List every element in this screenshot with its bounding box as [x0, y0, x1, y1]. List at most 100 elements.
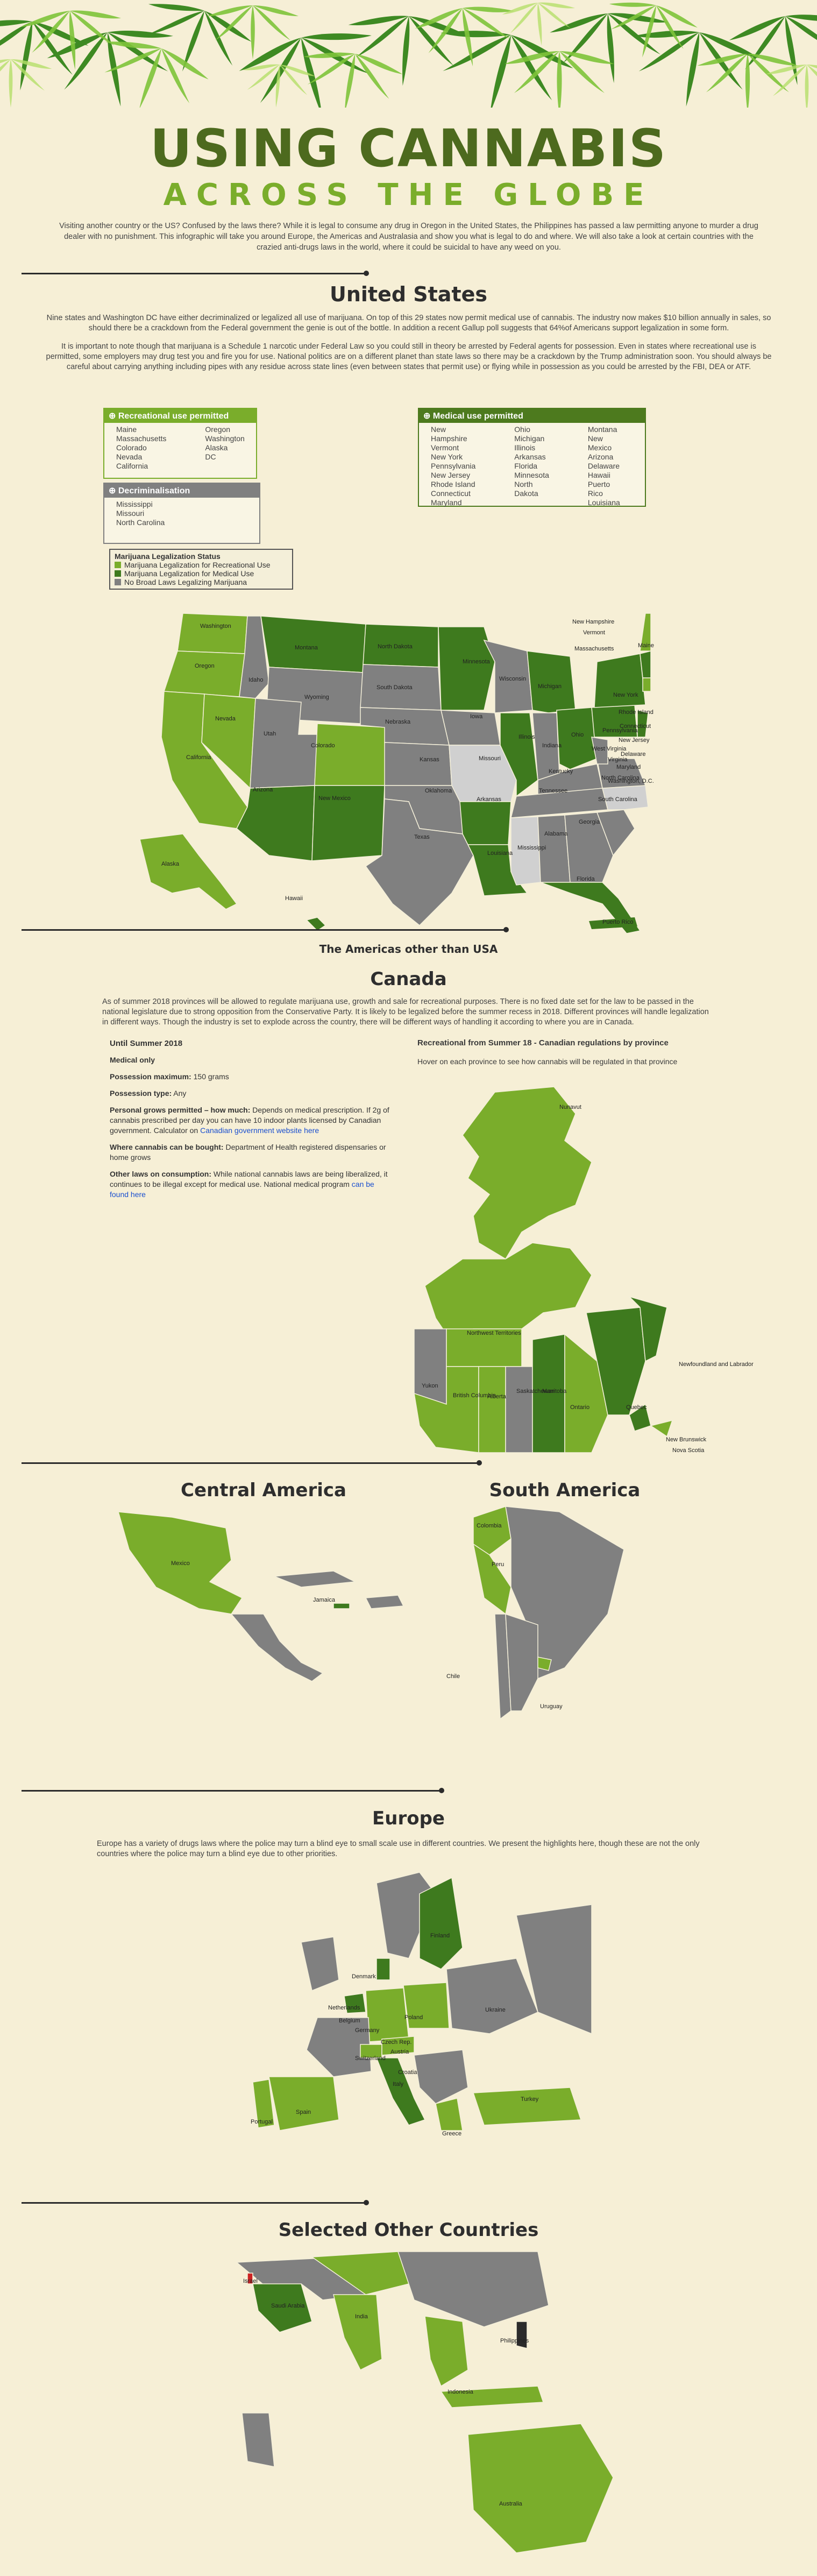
state-oregon[interactable]	[163, 650, 245, 697]
country-central-america[interactable]	[230, 1613, 324, 1682]
canada-medical-program-link[interactable]: can be found here	[110, 1180, 374, 1199]
state-texas[interactable]	[365, 798, 474, 926]
country-austria[interactable]	[381, 2036, 415, 2056]
map-label-switzerland: Switzerland	[355, 2055, 386, 2062]
province-ontario[interactable]	[564, 1333, 608, 1453]
state-list-item: New Mexico	[587, 434, 612, 452]
country-hispaniola[interactable]	[365, 1595, 404, 1609]
state-florida[interactable]	[540, 882, 641, 934]
state-hawaii[interactable]	[306, 917, 326, 931]
country-poland[interactable]	[403, 1982, 450, 2029]
state-list-item: New York	[431, 452, 463, 461]
state-washington[interactable]	[177, 613, 248, 654]
country-india[interactable]	[333, 2294, 382, 2371]
decrim-box: ⊕ Decriminalisation Mississippi Missouri N…	[103, 483, 260, 544]
south-america-map[interactable]	[473, 1506, 635, 1722]
country-peru[interactable]	[473, 1544, 511, 1615]
country-portugal[interactable]	[252, 2079, 275, 2128]
province-saskatchewan[interactable]	[505, 1366, 533, 1453]
asia-australia-map[interactable]	[237, 2252, 624, 2564]
us-title: United States	[329, 282, 488, 306]
state-michigan[interactable]	[527, 650, 576, 713]
canada-calculator-link[interactable]: Canadian government website here	[200, 1126, 319, 1135]
state-list-item: North Dakota	[514, 480, 538, 498]
canada-map[interactable]	[414, 1081, 705, 1458]
country-uruguay[interactable]	[537, 1657, 552, 1671]
state-new-york[interactable]	[594, 653, 646, 708]
state-list-item: Massachusetts	[116, 434, 167, 443]
label: Possession type:	[110, 1089, 172, 1098]
value: Any	[173, 1089, 187, 1098]
country-uk[interactable]	[301, 1936, 339, 1992]
province-nunavut[interactable]	[424, 1242, 592, 1335]
country-saudi-arabia[interactable]	[252, 2283, 312, 2333]
map-label-vermont: Vermont	[583, 629, 605, 636]
country-indonesia[interactable]	[440, 2386, 544, 2408]
state-alaska[interactable]	[140, 833, 238, 910]
country-france[interactable]	[306, 2017, 372, 2077]
country-argentina[interactable]	[505, 1613, 538, 1711]
province-newfoundland[interactable]	[628, 1296, 667, 1362]
state-maine[interactable]	[640, 613, 651, 652]
country-belarus-ukraine[interactable]	[446, 1958, 538, 2034]
state-georgia[interactable]	[564, 812, 614, 883]
value: Depends on medical prescription. If 2g o…	[110, 1106, 389, 1135]
country-china[interactable]	[397, 2252, 549, 2327]
country-denmark[interactable]	[376, 1958, 390, 1980]
state-list-item: Louisiana	[587, 498, 620, 507]
region-africa[interactable]	[241, 2412, 275, 2467]
state-new-jersey[interactable]	[637, 710, 649, 738]
country-southeast-asia[interactable]	[424, 2316, 468, 2387]
country-russia[interactable]	[516, 1904, 592, 2034]
state-kansas[interactable]	[384, 742, 452, 786]
map-label-new-mexico: New Mexico	[318, 795, 351, 802]
state-minnesota[interactable]	[438, 626, 495, 711]
country-australia[interactable]	[467, 2423, 614, 2553]
legend-item: Marijuana Legalization for Recreational …	[115, 561, 288, 569]
state-vermont-nh[interactable]	[640, 650, 651, 678]
map-label-north-carolina: North Carolina	[601, 775, 640, 781]
country-cuba[interactable]	[274, 1570, 357, 1588]
state-wisconsin[interactable]	[483, 639, 533, 713]
europe-map[interactable]	[237, 1872, 592, 2174]
state-ohio[interactable]	[556, 707, 598, 770]
country-balkans[interactable]	[414, 2049, 468, 2104]
state-kentucky[interactable]	[537, 763, 603, 797]
country-italy[interactable]	[375, 2057, 426, 2126]
country-greece[interactable]	[435, 2098, 463, 2131]
country-jamaica[interactable]	[333, 1603, 350, 1609]
map-label-illinois: Illinois	[518, 734, 535, 740]
province-nunavut-islands[interactable]	[462, 1086, 592, 1260]
country-philippines[interactable]	[516, 2321, 528, 2349]
state-list-item: Florida	[514, 462, 538, 470]
country-colombia[interactable]	[473, 1506, 511, 1555]
country-netherlands[interactable]	[344, 1993, 366, 2014]
country-germany[interactable]	[365, 1987, 409, 2042]
province-yukon[interactable]	[414, 1328, 447, 1405]
state-south-carolina[interactable]	[596, 809, 635, 857]
country-finland[interactable]	[419, 1877, 463, 1970]
state-mississippi[interactable]	[510, 816, 541, 886]
value: Department of Health registered dispensa…	[110, 1143, 386, 1162]
us-map[interactable]	[140, 603, 651, 936]
state-list-item: Connecticut	[431, 489, 471, 498]
state-puerto-rico[interactable]	[589, 917, 637, 929]
state-massachusetts[interactable]	[642, 677, 651, 692]
map-label-georgia: Georgia	[579, 819, 600, 825]
state-arkansas[interactable]	[459, 801, 511, 845]
state-colorado[interactable]	[314, 723, 388, 786]
country-turkey[interactable]	[472, 2087, 582, 2126]
province-alberta[interactable]	[478, 1366, 506, 1453]
state-west-virginia[interactable]	[591, 737, 608, 765]
central-america-map[interactable]	[108, 1506, 441, 1684]
state-virginia[interactable]	[596, 758, 647, 789]
state-louisiana[interactable]	[467, 844, 528, 896]
province-nova-scotia[interactable]	[650, 1419, 673, 1438]
country-spain[interactable]	[268, 2076, 339, 2131]
us-paragraph-1: Nine states and Washington DC have eithe…	[46, 314, 771, 332]
state-arizona[interactable]	[236, 785, 315, 861]
puerto-rico-map[interactable]	[586, 913, 640, 932]
map-label-florida: Florida	[577, 876, 595, 882]
map-label-ukraine: Ukraine	[485, 2007, 506, 2013]
country-mexico[interactable]	[117, 1511, 243, 1615]
